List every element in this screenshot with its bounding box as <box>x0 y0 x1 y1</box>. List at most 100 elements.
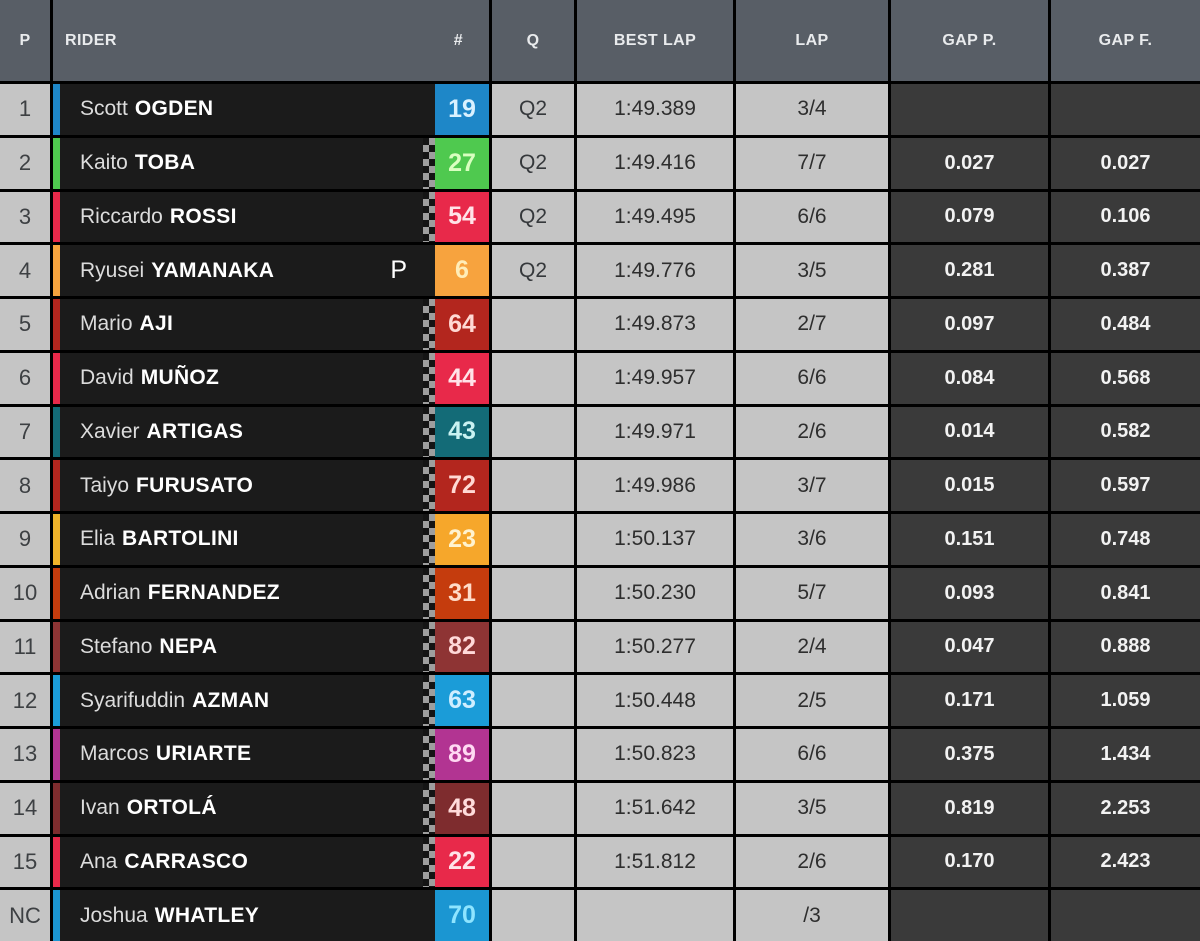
checkered-flag-icon <box>423 729 435 780</box>
position-cell: 4 <box>0 245 50 296</box>
lap-count-cell: 2/4 <box>736 621 888 673</box>
position-cell: 14 <box>0 782 50 834</box>
q-session-cell <box>492 621 574 673</box>
lap-count-cell: 2/6 <box>736 836 888 888</box>
rider-last-name: AZMAN <box>192 688 270 712</box>
q-session-cell <box>492 514 574 565</box>
gap-first-cell: 0.027 <box>1051 137 1200 189</box>
rider-first-name: Ryusei <box>80 258 145 282</box>
team-color-bar <box>53 406 60 458</box>
rider-cell: Scott OGDEN 19 <box>53 84 489 135</box>
gap-first-cell: 1.059 <box>1051 675 1200 726</box>
gap-prev-cell: 0.014 <box>891 406 1048 458</box>
table-row: 7 Xavier ARTIGAS 43 1:49.971 2/6 0.014 0… <box>0 406 1200 458</box>
lap-count-cell: 2/6 <box>736 406 888 458</box>
q-session-cell <box>492 675 574 726</box>
position-cell: 9 <box>0 514 50 565</box>
position-cell: 2 <box>0 137 50 189</box>
gap-first-cell <box>1051 890 1200 941</box>
checkered-flag-icon <box>423 191 435 243</box>
best-lap-cell: 1:49.873 <box>577 299 733 350</box>
gap-first-cell: 2.253 <box>1051 782 1200 834</box>
position-cell: 10 <box>0 567 50 619</box>
gap-first-cell: 0.582 <box>1051 406 1200 458</box>
rider-first-name: Syarifuddin <box>80 688 186 712</box>
table-row: 9 Elia BARTOLINI 23 1:50.137 3/6 0.151 0… <box>0 514 1200 565</box>
table-row: 2 Kaito TOBA 27 Q2 1:49.416 7/7 0.027 0.… <box>0 137 1200 189</box>
table-row: 13 Marcos URIARTE 89 1:50.823 6/6 0.375 … <box>0 729 1200 780</box>
team-color-bar <box>53 84 60 135</box>
team-color-bar <box>53 352 60 404</box>
table-row: 5 Mario AJI 64 1:49.873 2/7 0.097 0.484 <box>0 299 1200 350</box>
best-lap-cell: 1:49.971 <box>577 406 733 458</box>
rider-first-name: Stefano <box>80 634 153 658</box>
rider-last-name: ARTIGAS <box>146 419 244 443</box>
rider-last-name: YAMANAKA <box>151 258 275 282</box>
gap-prev-cell: 0.819 <box>891 782 1048 834</box>
gap-prev-cell: 0.375 <box>891 729 1048 780</box>
table-row: 11 Stefano NEPA 82 1:50.277 2/4 0.047 0.… <box>0 621 1200 673</box>
table-row: 6 David MUÑOZ 44 1:49.957 6/6 0.084 0.56… <box>0 352 1200 404</box>
best-lap-cell: 1:50.823 <box>577 729 733 780</box>
rider-cell: Ryusei YAMANAKA P 6 <box>53 245 489 296</box>
table-row: 3 Riccardo ROSSI 54 Q2 1:49.495 6/6 0.07… <box>0 191 1200 243</box>
team-color-bar <box>53 137 60 189</box>
header-gap-first: GAP F. <box>1051 0 1200 81</box>
gap-first-cell: 0.748 <box>1051 514 1200 565</box>
position-cell: NC <box>0 890 50 941</box>
gap-prev-cell: 0.171 <box>891 675 1048 726</box>
position-cell: 13 <box>0 729 50 780</box>
q-session-cell: Q2 <box>492 245 574 296</box>
position-cell: 5 <box>0 299 50 350</box>
rider-cell: Taiyo FURUSATO 72 <box>53 460 489 511</box>
rider-last-name: WHATLEY <box>154 903 260 927</box>
best-lap-cell: 1:49.495 <box>577 191 733 243</box>
table-row: 12 Syarifuddin AZMAN 63 1:50.448 2/5 0.1… <box>0 675 1200 726</box>
rider-number-plate: 63 <box>435 675 489 726</box>
rider-first-name: Marcos <box>80 742 149 766</box>
team-color-bar <box>53 782 60 834</box>
table-row: 10 Adrian FERNANDEZ 31 1:50.230 5/7 0.09… <box>0 567 1200 619</box>
q-session-cell <box>492 836 574 888</box>
gap-prev-cell: 0.281 <box>891 245 1048 296</box>
checkered-flag-icon <box>423 782 435 834</box>
gap-prev-cell: 0.047 <box>891 621 1048 673</box>
best-lap-cell: 1:50.277 <box>577 621 733 673</box>
table-row: 8 Taiyo FURUSATO 72 1:49.986 3/7 0.015 0… <box>0 460 1200 511</box>
rider-first-name: Joshua <box>80 903 148 927</box>
lap-count-cell: 3/7 <box>736 460 888 511</box>
rider-last-name: AJI <box>139 312 174 336</box>
table-header-row: P RIDER # Q BEST LAP LAP GAP P. GAP F. <box>0 0 1200 81</box>
best-lap-cell: 1:50.230 <box>577 567 733 619</box>
rider-first-name: Scott <box>80 97 128 121</box>
q-session-cell <box>492 406 574 458</box>
gap-first-cell: 0.841 <box>1051 567 1200 619</box>
team-color-bar <box>53 621 60 673</box>
rider-first-name: Xavier <box>80 419 140 443</box>
lap-count-cell: 2/5 <box>736 675 888 726</box>
best-lap-cell: 1:51.812 <box>577 836 733 888</box>
rider-cell: Stefano NEPA 82 <box>53 621 489 673</box>
best-lap-cell: 1:49.389 <box>577 84 733 135</box>
rider-first-name: Taiyo <box>80 473 130 497</box>
gap-prev-cell: 0.015 <box>891 460 1048 511</box>
gap-prev-cell: 0.084 <box>891 352 1048 404</box>
position-cell: 11 <box>0 621 50 673</box>
team-color-bar <box>53 191 60 243</box>
gap-first-cell: 0.484 <box>1051 299 1200 350</box>
rider-number-plate: 19 <box>435 84 489 135</box>
rider-number-plate: 31 <box>435 567 489 619</box>
position-cell: 1 <box>0 84 50 135</box>
rider-last-name: FERNANDEZ <box>147 581 280 605</box>
checkered-flag-icon <box>423 675 435 726</box>
rider-last-name: CARRASCO <box>124 849 249 873</box>
rider-first-name: Riccardo <box>80 204 163 228</box>
lap-count-cell: 5/7 <box>736 567 888 619</box>
q-session-cell <box>492 890 574 941</box>
rider-number-plate: 23 <box>435 514 489 565</box>
team-color-bar <box>53 836 60 888</box>
table-row: 4 Ryusei YAMANAKA P 6 Q2 1:49.776 3/5 0.… <box>0 245 1200 296</box>
table-row: NC Joshua WHATLEY 70 /3 <box>0 890 1200 941</box>
rider-last-name: TOBA <box>134 151 196 175</box>
